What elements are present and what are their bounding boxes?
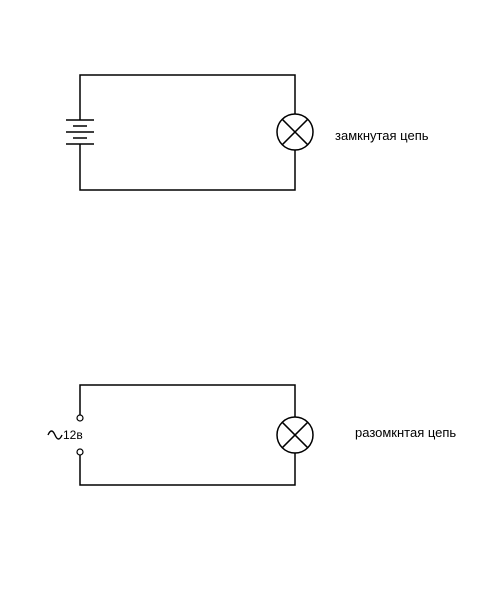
voltage-label: 12в bbox=[63, 428, 83, 442]
closed-circuit-label: замкнутая цепь bbox=[335, 128, 429, 143]
circuits-canvas bbox=[0, 0, 500, 600]
lamp-icon bbox=[277, 114, 313, 150]
open-circuit bbox=[48, 385, 313, 485]
ac-source-icon bbox=[48, 431, 62, 439]
closed-circuit-wires bbox=[80, 75, 295, 190]
open-circuit-label: разомкнтая цепь bbox=[355, 425, 456, 440]
closed-circuit bbox=[66, 75, 313, 190]
lamp-icon bbox=[277, 417, 313, 453]
battery-icon bbox=[66, 120, 94, 144]
open-circuit-wires bbox=[80, 385, 295, 485]
